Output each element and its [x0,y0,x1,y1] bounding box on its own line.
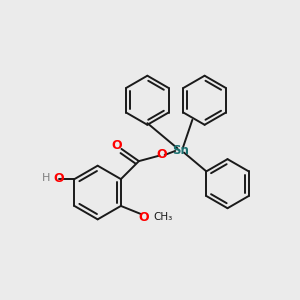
Text: CH₃: CH₃ [154,212,173,222]
Text: O: O [139,211,149,224]
Text: O: O [111,139,122,152]
Text: O: O [53,172,64,185]
Text: H: H [41,173,50,184]
Text: Sn: Sn [172,145,188,158]
Text: O: O [157,148,167,161]
